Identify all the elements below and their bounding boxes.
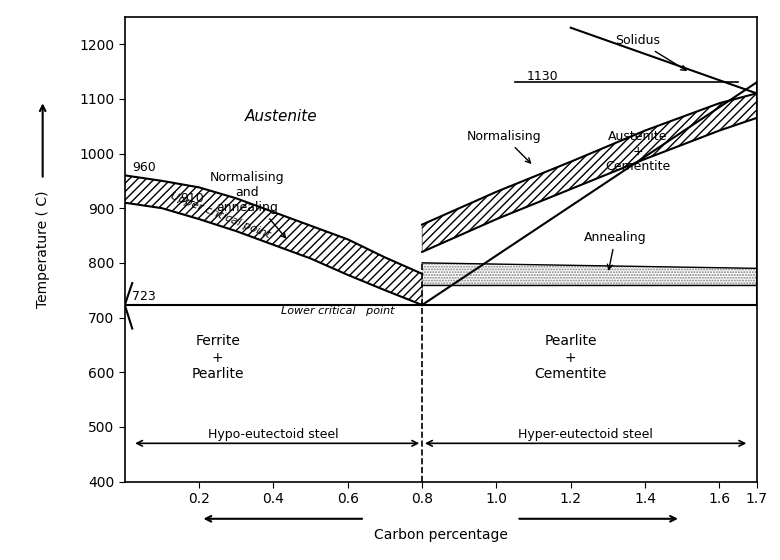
Text: Solidus: Solidus [615,34,686,71]
Text: 960: 960 [133,161,156,174]
Text: 910: 910 [180,192,204,204]
Text: Normalising: Normalising [466,130,541,163]
Text: Hypo-eutectoid steel: Hypo-eutectoid steel [208,428,339,441]
Text: Austenite: Austenite [245,109,317,124]
Text: Pearlite
+
Cementite: Pearlite + Cementite [534,334,607,381]
Text: Austenite
+
Cementite: Austenite + Cementite [605,130,670,173]
Text: Ferrite
+
Pearlite: Ferrite + Pearlite [191,334,244,381]
Text: Normalising
and
annealing: Normalising and annealing [210,171,285,237]
Text: Temperature ( C): Temperature ( C) [36,190,50,308]
Text: 1130: 1130 [526,69,558,83]
Text: Upper critical point: Upper critical point [169,191,272,240]
Text: 723: 723 [133,290,156,303]
Text: Carbon percentage: Carbon percentage [374,528,508,542]
Text: Annealing: Annealing [584,231,647,269]
Text: Hyper-eutectoid steel: Hyper-eutectoid steel [518,428,653,441]
Text: Lower critical   point: Lower critical point [281,306,395,316]
